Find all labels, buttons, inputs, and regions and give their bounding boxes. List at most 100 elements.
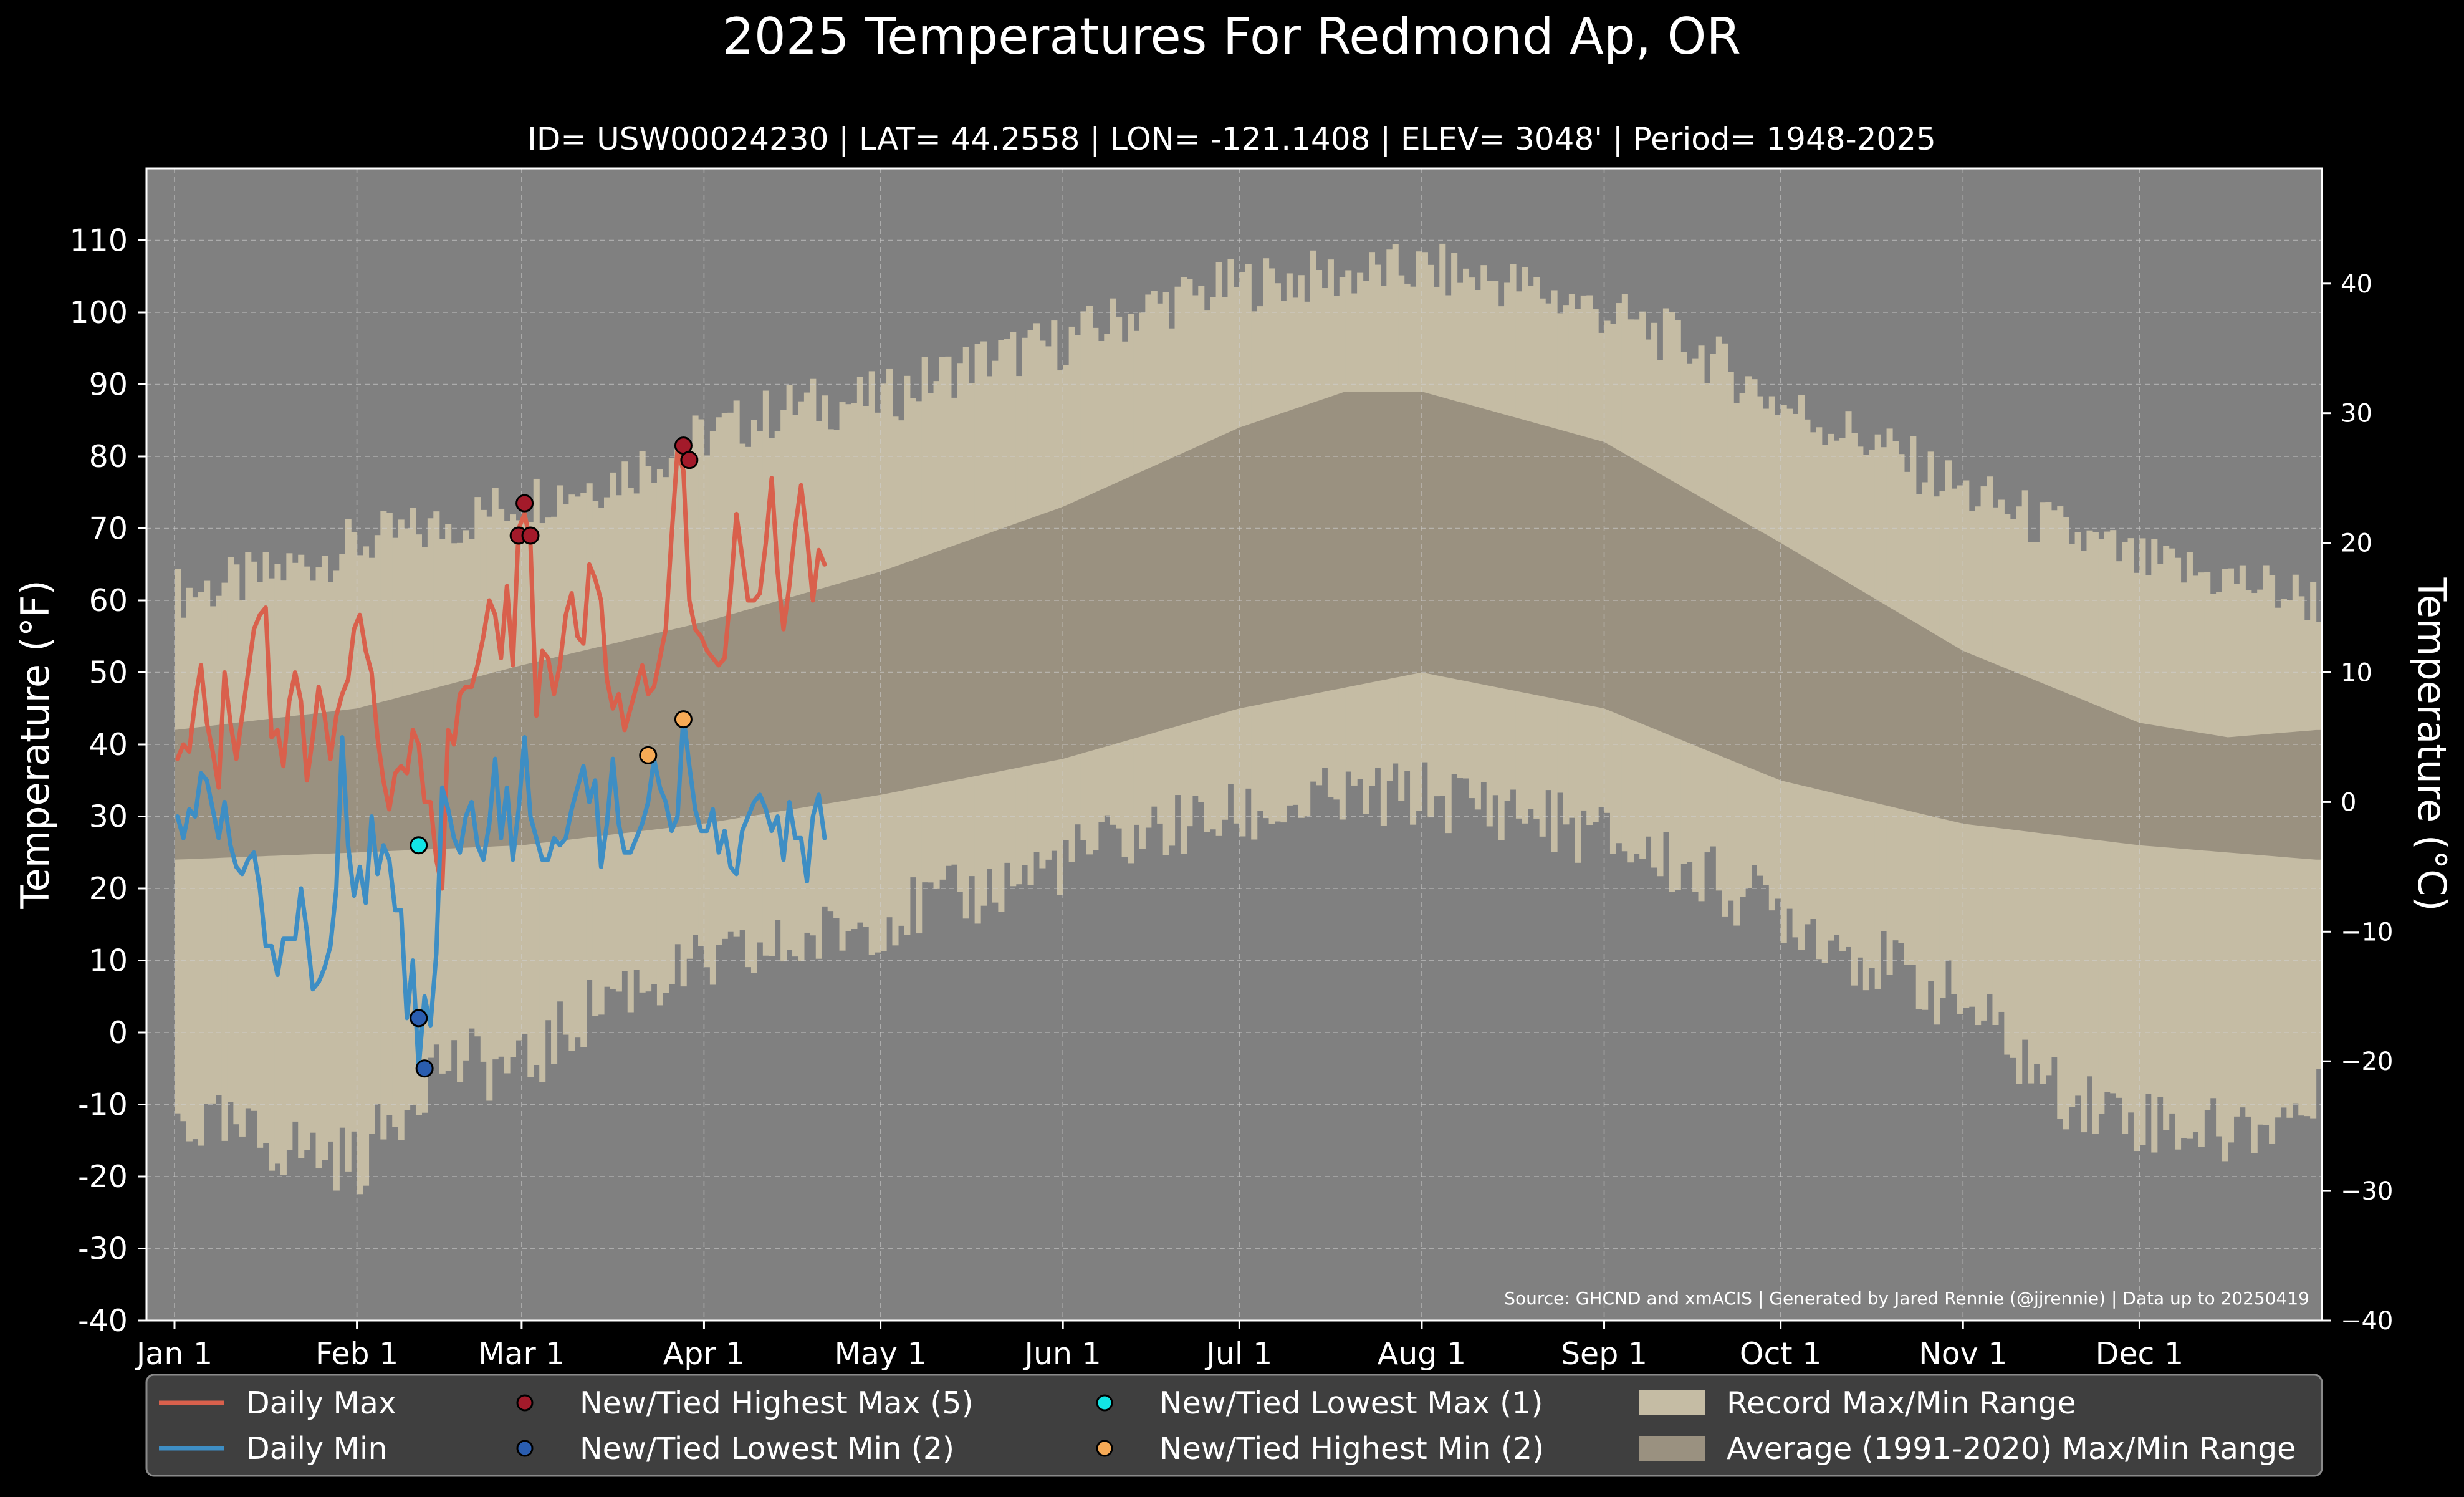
legend-label: Average (1991-2020) Max/Min Range xyxy=(1727,1431,2296,1466)
legend-dot-swatch xyxy=(1096,1394,1113,1412)
record-range-bar xyxy=(192,597,199,1140)
record-range-bar xyxy=(2198,572,2205,1147)
x-tick-label: May 1 xyxy=(835,1336,927,1372)
record-range-bar xyxy=(2192,575,2199,1132)
legend-label: New/Tied Highest Max (5) xyxy=(580,1385,974,1421)
y-tick-label: 90 xyxy=(89,367,128,403)
x-tick-label: Mar 1 xyxy=(478,1336,565,1372)
x-tick-label: Jul 1 xyxy=(1204,1336,1272,1372)
legend-dot-swatch xyxy=(516,1440,534,1457)
y-tick-label: 60 xyxy=(89,583,128,619)
record-range-bar xyxy=(2216,592,2223,1137)
x-tick-label: Aug 1 xyxy=(1378,1336,1466,1372)
record-range-bar xyxy=(180,617,187,1122)
record-range-bar xyxy=(2133,572,2140,1152)
y-tick-label: 40 xyxy=(89,727,128,763)
source-note: Source: GHCND and xmACIS | Generated by … xyxy=(1504,1288,2309,1309)
y-right-tick-label: 10 xyxy=(2341,659,2372,688)
record-highest-min-marker xyxy=(674,710,693,729)
record-range-bar xyxy=(310,580,317,1133)
record-markers xyxy=(410,436,699,1078)
record-highest-min-marker xyxy=(639,746,658,764)
y-right-tick-label: 30 xyxy=(2341,400,2372,428)
grid-lines xyxy=(146,168,2322,1321)
legend-label: Record Max/Min Range xyxy=(1727,1385,2076,1421)
record-range-bar xyxy=(274,564,281,1164)
record-range-bar xyxy=(280,580,287,1175)
y-tick-label: 30 xyxy=(89,799,128,835)
y-tick-label: 80 xyxy=(89,439,128,474)
legend-patch-swatch xyxy=(1639,1390,1705,1415)
y-right-tick-label: −40 xyxy=(2341,1307,2393,1336)
legend-patch-swatch xyxy=(1639,1436,1705,1461)
daily-min-line xyxy=(175,713,827,1071)
y-tick-label: -10 xyxy=(78,1087,128,1123)
record-range-bar xyxy=(315,567,322,1168)
legend-dot-swatch xyxy=(1096,1440,1113,1457)
chart-title: 2025 Temperatures For Redmond Ap, OR xyxy=(722,7,1741,65)
record-range-bar xyxy=(257,582,264,1148)
x-tick-label: Nov 1 xyxy=(1919,1336,2007,1372)
x-tick-label: Feb 1 xyxy=(315,1336,399,1372)
record-range-bar xyxy=(2275,607,2281,1118)
record-range-bar xyxy=(321,556,328,1160)
record-range-bar xyxy=(221,582,228,1141)
record-highest-max-marker xyxy=(515,494,534,513)
record-range-bar xyxy=(269,578,276,1171)
y-right-tick-label: −10 xyxy=(2341,918,2393,946)
record-lowest-min-marker xyxy=(415,1059,434,1078)
y-right-tick-label: −20 xyxy=(2341,1047,2393,1076)
y-tick-label: -30 xyxy=(78,1231,128,1267)
series-lines xyxy=(175,447,827,1071)
x-tick-label: Dec 1 xyxy=(2096,1336,2184,1372)
record-range-bar xyxy=(2304,620,2311,1117)
record-range-bar xyxy=(327,582,334,1142)
y-axis-left: -40 -30 -20 -10 0 10 20 30 40 50 60 70 80 90 100 110 xyxy=(69,223,146,1339)
record-range-bar xyxy=(2286,600,2293,1118)
legend-label: Daily Min xyxy=(246,1431,388,1466)
record-range-bar xyxy=(2227,568,2235,1143)
legend-label: New/Tied Highest Min (2) xyxy=(1159,1431,1544,1466)
y-right-tick-label: −30 xyxy=(2341,1177,2393,1206)
record-range-bar xyxy=(2251,593,2258,1153)
record-range-bar xyxy=(2269,575,2276,1144)
x-tick-label: Apr 1 xyxy=(663,1336,745,1372)
y-tick-label: 100 xyxy=(69,295,128,330)
y-tick-label: -40 xyxy=(78,1303,128,1339)
record-lowest-min-marker xyxy=(410,1009,428,1028)
record-range-bar xyxy=(2081,551,2088,1133)
legend: Daily Max Daily Min New/Tied Highest Max (… xyxy=(145,1374,2323,1477)
average-range-band xyxy=(175,392,2322,860)
legend-dot-swatch xyxy=(516,1394,534,1412)
y-right-tick-label: 40 xyxy=(2341,270,2372,299)
legend-label: New/Tied Lowest Max (1) xyxy=(1159,1385,1543,1421)
daily-max-line xyxy=(175,447,827,891)
legend-box xyxy=(145,1374,2323,1477)
x-axis: Jan 1 Feb 1 Mar 1 Apr 1 May 1 Jun 1 Jul 1 Aug 1… xyxy=(135,1321,2184,1372)
y-tick-label: 20 xyxy=(89,871,128,907)
y-axis-right: −40 −30 −20 −10 0 10 20 30 40 xyxy=(2322,270,2393,1336)
record-range-bar xyxy=(298,554,305,1158)
x-tick-label: Jan 1 xyxy=(135,1336,213,1372)
record-range-bar xyxy=(186,587,193,1142)
y-tick-label: -20 xyxy=(78,1159,128,1195)
y-axis-label-right: Temperature (°C) xyxy=(2409,577,2455,911)
y-tick-label: 10 xyxy=(89,943,128,979)
average-range-area xyxy=(175,392,2322,860)
record-range-bar xyxy=(2222,569,2228,1162)
record-range-bar xyxy=(363,546,370,1186)
record-highest-max-marker xyxy=(521,526,540,545)
record-range-bar xyxy=(198,592,204,1146)
record-range-bar xyxy=(304,566,310,1150)
legend-label: Daily Max xyxy=(246,1385,396,1421)
legend-label: New/Tied Lowest Min (2) xyxy=(580,1431,954,1466)
y-tick-label: 110 xyxy=(69,223,128,259)
x-tick-label: Jun 1 xyxy=(1023,1336,1101,1372)
y-tick-label: 50 xyxy=(89,655,128,691)
record-lowest-max-marker xyxy=(410,836,428,855)
y-tick-label: 0 xyxy=(108,1015,128,1051)
x-tick-label: Oct 1 xyxy=(1740,1336,1821,1372)
y-tick-label: 70 xyxy=(89,511,128,547)
record-range-bar xyxy=(2257,589,2264,1125)
